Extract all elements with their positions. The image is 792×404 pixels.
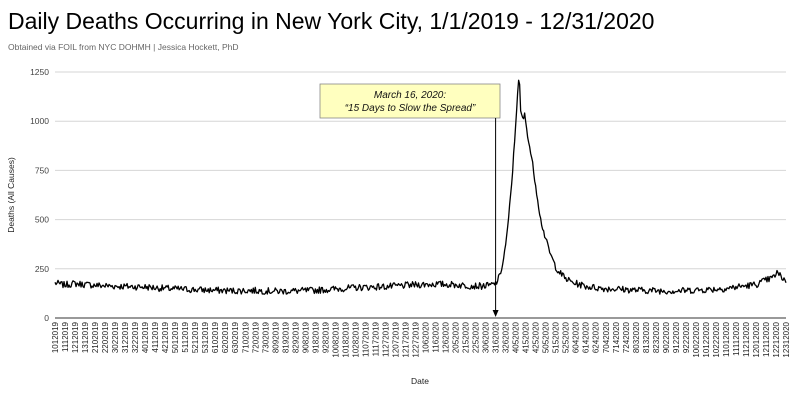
x-tick-label: 4252020 bbox=[532, 321, 541, 353]
x-tick-label: 8092019 bbox=[271, 321, 280, 353]
x-tick-label: 3062020 bbox=[482, 321, 491, 353]
x-tick-label: 2102019 bbox=[91, 321, 100, 353]
x-tick-label: 1312019 bbox=[81, 321, 90, 353]
x-tick-label: 12312020 bbox=[782, 321, 791, 357]
x-tick-label: 3022019 bbox=[111, 321, 120, 353]
x-tick-label: 10182019 bbox=[341, 321, 350, 357]
series-line-daily-deaths bbox=[54, 79, 787, 295]
x-tick-label: 10222020 bbox=[712, 321, 721, 357]
x-tick-label: 8292019 bbox=[291, 321, 300, 353]
x-tick-label: 3122019 bbox=[121, 321, 130, 353]
x-tick-label: 8192019 bbox=[281, 321, 290, 353]
x-tick-label: 2202019 bbox=[101, 321, 110, 353]
x-tick-label: 4052020 bbox=[512, 321, 521, 353]
x-tick-label: 7302019 bbox=[261, 321, 270, 353]
x-tick-label: 4212019 bbox=[161, 321, 170, 353]
annotation-line2: “15 Days to Slow the Spread” bbox=[345, 103, 476, 114]
annotation: March 16, 2020: “15 Days to Slow the Spre… bbox=[319, 83, 501, 317]
x-tick-label: 12172019 bbox=[402, 321, 411, 357]
x-axis-label: Date bbox=[411, 376, 429, 386]
annotation-box bbox=[319, 83, 501, 119]
y-tick-label: 1000 bbox=[30, 116, 49, 126]
x-tick-label: 8032020 bbox=[632, 321, 641, 353]
x-tick-label: 12112020 bbox=[762, 321, 771, 357]
x-tick-label: 12272019 bbox=[412, 321, 421, 357]
x-tick-label: 1012019 bbox=[51, 321, 60, 353]
x-tick-label: 11012020 bbox=[722, 321, 731, 357]
y-tick-label: 1250 bbox=[30, 67, 49, 77]
x-tick-label: 3222019 bbox=[131, 321, 140, 353]
x-tick-label: 7042020 bbox=[602, 321, 611, 353]
y-axis-label: Deaths (All Causes) bbox=[6, 157, 16, 233]
x-tick-label: 6242020 bbox=[592, 321, 601, 353]
y-tick-label: 250 bbox=[35, 264, 49, 274]
x-tick-label: 6302019 bbox=[231, 321, 240, 353]
x-tick-label: 11272019 bbox=[382, 321, 391, 357]
x-tick-label: 4012019 bbox=[141, 321, 150, 353]
x-tick-label: 11172019 bbox=[371, 321, 380, 356]
x-tick-label: 4152020 bbox=[522, 321, 531, 353]
x-tick-label: 10082019 bbox=[331, 321, 340, 357]
x-tick-label: 6142020 bbox=[582, 321, 591, 353]
x-tick-label: 9122020 bbox=[672, 321, 681, 353]
x-tick-label: 2152020 bbox=[462, 321, 471, 353]
x-tick-label: 6102019 bbox=[211, 321, 220, 353]
x-tick-label: 11212020 bbox=[742, 321, 751, 357]
x-tick-label: 3262020 bbox=[502, 321, 511, 353]
x-tick-label: 6042020 bbox=[572, 321, 581, 353]
x-tick-label: 12212020 bbox=[772, 321, 781, 357]
x-tick-label: 9222020 bbox=[682, 321, 691, 353]
annotation-arrow-head bbox=[492, 310, 499, 317]
y-tick-label: 0 bbox=[44, 313, 49, 323]
x-tick-label: 1062020 bbox=[422, 321, 431, 353]
x-tick-label: 5212019 bbox=[191, 321, 200, 353]
x-tick-label: 5012019 bbox=[171, 321, 180, 353]
x-tick-label: 7242020 bbox=[622, 321, 631, 353]
x-tick-label: 7202019 bbox=[251, 321, 260, 353]
x-tick-label: 5152020 bbox=[552, 321, 561, 353]
x-tick-label: 12072019 bbox=[392, 321, 401, 357]
x-tick-label: 9182019 bbox=[311, 321, 320, 353]
x-tick-label: 4112019 bbox=[151, 321, 160, 352]
x-tick-label: 2052020 bbox=[452, 321, 461, 353]
x-tick-label: 1262020 bbox=[442, 321, 451, 353]
x-tick-label: 1162020 bbox=[432, 321, 441, 352]
y-tick-label: 500 bbox=[35, 215, 49, 225]
x-tick-label: 7142020 bbox=[612, 321, 621, 353]
x-tick-label: 5052020 bbox=[542, 321, 551, 353]
x-tick-label: 8132020 bbox=[642, 321, 651, 353]
gridlines bbox=[55, 71, 786, 319]
x-tick-label: 10022020 bbox=[692, 321, 701, 357]
x-tick-label: 5252020 bbox=[562, 321, 571, 353]
x-tick-label: 1212019 bbox=[71, 321, 80, 353]
chart-subtitle: Obtained via FOIL from NYC DOHMH | Jessi… bbox=[8, 42, 239, 52]
x-tick-label: 9022020 bbox=[662, 321, 671, 353]
x-tick-label: 11112020 bbox=[732, 321, 741, 355]
annotation-line1: March 16, 2020: bbox=[374, 90, 446, 101]
x-tick-label: 7102019 bbox=[241, 321, 250, 353]
y-tick-label: 750 bbox=[35, 165, 49, 175]
x-tick-label: 9082019 bbox=[301, 321, 310, 353]
x-axis-ticks: 1012019 1112019 1212019 1312019 2102019 22020… bbox=[51, 321, 791, 357]
x-tick-label: 3162020 bbox=[492, 321, 501, 353]
x-tick-label: 6202019 bbox=[221, 321, 230, 353]
x-tick-label: 1112019 bbox=[61, 321, 70, 352]
x-tick-label: 10282019 bbox=[351, 321, 360, 357]
x-tick-label: 5112019 bbox=[181, 321, 190, 352]
x-tick-label: 12012020 bbox=[752, 321, 761, 357]
x-tick-label: 10122020 bbox=[702, 321, 711, 357]
x-tick-label: 2252020 bbox=[472, 321, 481, 353]
x-tick-label: 5312019 bbox=[201, 321, 210, 353]
y-axis-ticks: 0 250 500 750 1000 1250 bbox=[30, 67, 49, 323]
x-tick-label: 11072019 bbox=[361, 321, 370, 357]
chart-title: Daily Deaths Occurring in New York City,… bbox=[8, 8, 655, 34]
x-tick-label: 8232020 bbox=[652, 321, 661, 353]
x-tick-label: 9282019 bbox=[321, 321, 330, 353]
